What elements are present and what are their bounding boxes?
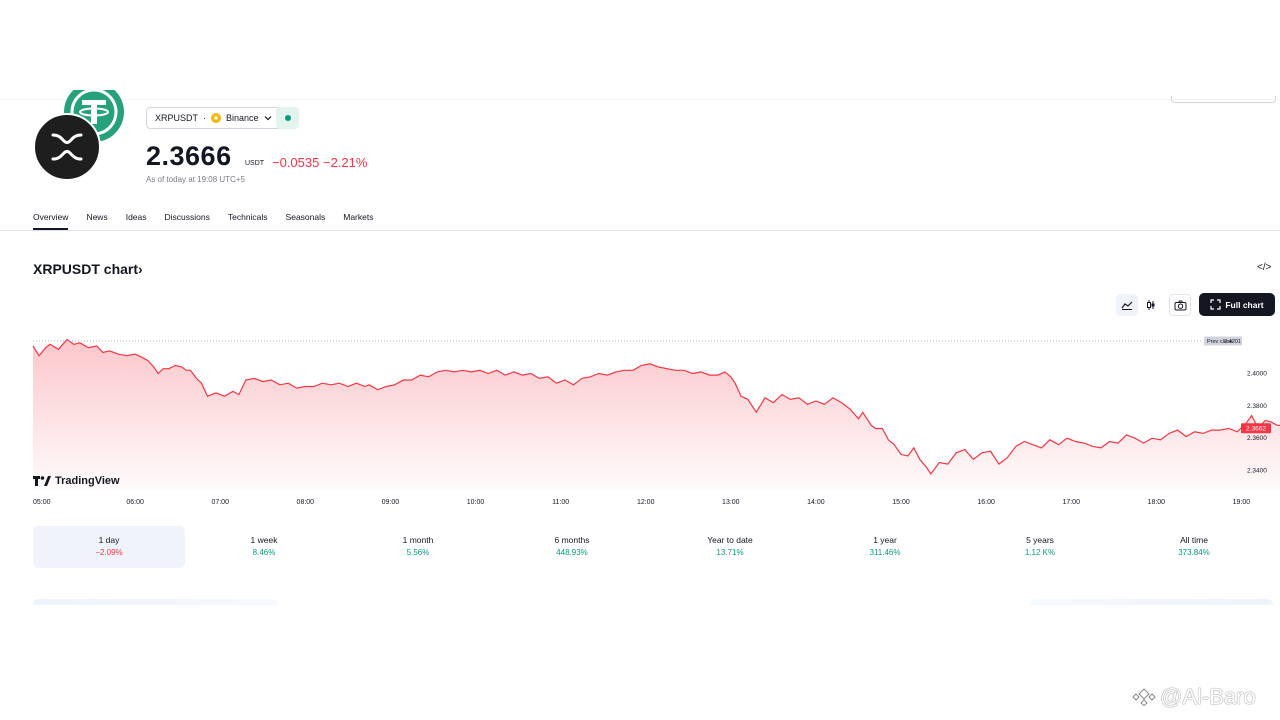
- period-change: 8.46%: [252, 548, 276, 557]
- tab-news[interactable]: News: [86, 212, 108, 222]
- period-label: Year to date: [707, 535, 753, 545]
- x-tick-label: 16:00: [977, 499, 995, 506]
- chart-title-link[interactable]: XRPUSDT chart›: [33, 261, 143, 277]
- prev-close-label: Prev close: [1207, 339, 1233, 345]
- next-section-card-right: [1030, 599, 1273, 605]
- x-tick-label: 05:00: [33, 499, 51, 506]
- full-chart-button[interactable]: Full chart: [1199, 293, 1275, 316]
- x-tick-label: 15:00: [892, 499, 910, 506]
- tab-markets[interactable]: Markets: [343, 212, 374, 222]
- x-tick-label: 09:00: [382, 499, 400, 506]
- period-change: 5.56%: [406, 548, 430, 557]
- period-label: 1 day: [98, 535, 120, 545]
- candles-icon[interactable]: [1140, 294, 1162, 316]
- period-performance-bar: 1 day −2.09% 1 week 8.46% 1 month 5.56% 6 mont…: [33, 526, 1253, 568]
- period-label: 6 months: [554, 535, 590, 545]
- x-tick-label: 07:00: [211, 499, 229, 506]
- x-tick-label: 06:00: [126, 499, 144, 506]
- x-tick-label: 19:00: [1233, 499, 1251, 506]
- period-change: 13.71%: [716, 548, 744, 557]
- prev-close-value: 2.4201: [1224, 339, 1241, 345]
- x-tick-label: 12:00: [637, 499, 655, 506]
- price-line: [32, 338, 1280, 475]
- last-price: 2.3666: [146, 141, 232, 171]
- tab-discussions[interactable]: Discussions: [164, 212, 210, 222]
- change-percent: −2.21%: [322, 155, 368, 170]
- period-1-week[interactable]: 1 week 8.46%: [188, 526, 340, 568]
- tradingview-logo: TradingView: [33, 475, 120, 487]
- symbol-exchange-selector[interactable]: XRPUSDT · Binance: [146, 107, 281, 129]
- as-of-timestamp: As of today at 19:08 UTC+5: [146, 175, 245, 184]
- next-section-card-left: [33, 599, 278, 605]
- period-label: 1 month: [402, 535, 434, 545]
- last-value-badge: [1241, 423, 1271, 434]
- period-1-year[interactable]: 1 year 311.46%: [809, 526, 961, 568]
- period-year-to-date[interactable]: Year to date 13.71%: [654, 526, 806, 568]
- price-currency: USDT: [245, 160, 265, 167]
- y-tick-label: 2.3400: [1247, 468, 1267, 475]
- x-tick-label: 14:00: [807, 499, 825, 506]
- binance-square-icon: [1132, 688, 1156, 706]
- camera-icon[interactable]: [1169, 294, 1191, 316]
- tradingview-logo-icon: [33, 476, 51, 486]
- x-tick-label: 11:00: [552, 499, 569, 506]
- market-status-indicator[interactable]: [276, 107, 299, 129]
- tabs-divider: [0, 230, 1280, 231]
- period-1-day[interactable]: 1 day −2.09%: [33, 526, 185, 568]
- binance-icon: [211, 113, 222, 123]
- embed-code-icon[interactable]: </>: [1257, 262, 1272, 273]
- period-label: 1 year: [873, 535, 897, 545]
- y-tick-label: 2.3800: [1247, 403, 1267, 410]
- chevron-right-icon: ›: [138, 261, 143, 277]
- period-6-months[interactable]: 6 months 448.93%: [496, 526, 648, 568]
- tab-seasonals[interactable]: Seasonals: [285, 212, 326, 222]
- period-1-month[interactable]: 1 month 5.56%: [342, 526, 494, 568]
- x-tick-label: 13:00: [722, 499, 740, 506]
- tab-overview[interactable]: Overview: [33, 212, 69, 230]
- separator: ·: [203, 113, 207, 123]
- chart-title: XRPUSDT chart: [33, 261, 139, 277]
- tab-ideas[interactable]: Ideas: [125, 212, 147, 222]
- period-change: 373.84%: [1178, 548, 1210, 557]
- period-label: All time: [1180, 535, 1208, 545]
- area-chart-icon[interactable]: [1116, 294, 1138, 316]
- watermark-text: @Al-Baro: [1160, 684, 1256, 709]
- xrp-logo-icon: [33, 113, 101, 181]
- period-label: 5 years: [1026, 535, 1054, 545]
- period-change: 1.12 K%: [1024, 548, 1056, 557]
- y-tick-label: 2.3600: [1247, 435, 1267, 442]
- tradingview-label: TradingView: [55, 475, 120, 487]
- x-tick-label: 17:00: [1062, 499, 1080, 506]
- exchange-label: Binance: [226, 113, 259, 123]
- period-label: 1 week: [250, 535, 278, 545]
- period-all-time[interactable]: All time 373.84%: [1118, 526, 1270, 568]
- period-change: −2.09%: [95, 548, 123, 557]
- symbol-label: XRPUSDT: [155, 113, 199, 123]
- period-5-years[interactable]: 5 years 1.12 K%: [964, 526, 1116, 568]
- period-change: 448.93%: [556, 548, 588, 557]
- y-tick-label: 2.4000: [1247, 371, 1267, 378]
- change-value: −0.0535: [272, 155, 320, 170]
- prev-close-badge: [1204, 336, 1242, 346]
- header-action-button[interactable]: [1171, 96, 1276, 103]
- x-tick-label: 08:00: [297, 499, 315, 506]
- top-divider: [0, 99, 1280, 100]
- x-tick-label: 10:00: [467, 499, 485, 506]
- symbol-tabs: Overview News Ideas Discussions Technica…: [33, 212, 391, 230]
- expand-icon: [1210, 299, 1221, 310]
- full-chart-label: Full chart: [1225, 299, 1264, 310]
- period-change: 311.46%: [869, 548, 901, 557]
- price-area: [33, 339, 1280, 490]
- tab-technicals[interactable]: Technicals: [227, 212, 268, 222]
- price-change: −0.0535 −2.21%: [272, 155, 367, 170]
- chart-style-toggle: [1116, 294, 1162, 316]
- status-dot-icon: [284, 115, 291, 121]
- chevron-down-icon: [264, 116, 271, 121]
- watermark: @Al-Baro: [1132, 684, 1256, 710]
- x-tick-label: 18:00: [1148, 499, 1166, 506]
- last-value-label: 2.3662: [1246, 426, 1266, 433]
